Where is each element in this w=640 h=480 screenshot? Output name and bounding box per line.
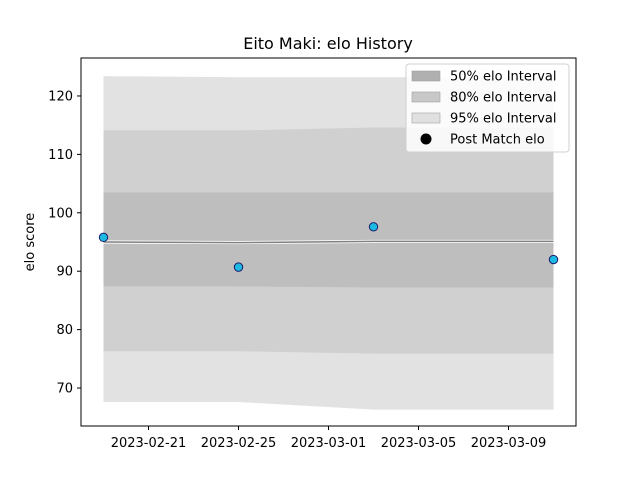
y-tick-label: 110 — [48, 148, 73, 163]
legend-label: 80% elo Interval — [450, 91, 557, 106]
legend-label: Post Match elo — [450, 133, 545, 148]
y-tick-label: 120 — [48, 89, 73, 104]
x-tick-label: 2023-03-09 — [471, 436, 547, 451]
legend-label: 50% elo Interval — [450, 70, 557, 85]
y-axis: 70 80 90 100 110 120 — [48, 89, 81, 397]
legend-label: 95% elo Interval — [450, 112, 557, 127]
band-2 — [103, 192, 554, 288]
x-tick-label: 2023-03-05 — [381, 436, 457, 451]
legend: 50% elo Interval 80% elo Interval 95% elo … — [405, 63, 570, 153]
legend-box — [405, 63, 570, 153]
post-match-point — [233, 262, 244, 272]
data-points — [98, 222, 559, 272]
legend-swatch — [411, 70, 441, 82]
y-axis-label: elo score — [23, 213, 38, 272]
x-tick-label: 2023-02-25 — [201, 436, 277, 451]
legend-marker — [420, 133, 432, 145]
y-tick-label: 80 — [56, 323, 73, 338]
legend-swatch — [411, 91, 441, 103]
chart-title: Eito Maki: elo History — [243, 34, 413, 53]
post-match-point — [548, 254, 559, 265]
x-axis: 2023-02-21 2023-02-25 2023-03-01 2023-03-05… — [111, 426, 547, 451]
y-tick-label: 100 — [48, 206, 73, 221]
x-tick-label: 2023-03-01 — [291, 436, 367, 451]
y-tick-label: 90 — [56, 265, 73, 280]
x-tick-label: 2023-02-21 — [111, 436, 187, 451]
post-match-point — [368, 222, 379, 232]
post-match-point — [98, 232, 109, 243]
mean-line-layer — [103, 239, 554, 245]
y-tick-label: 70 — [56, 382, 73, 397]
mean-line — [103, 240, 554, 244]
legend-swatch — [411, 112, 441, 124]
